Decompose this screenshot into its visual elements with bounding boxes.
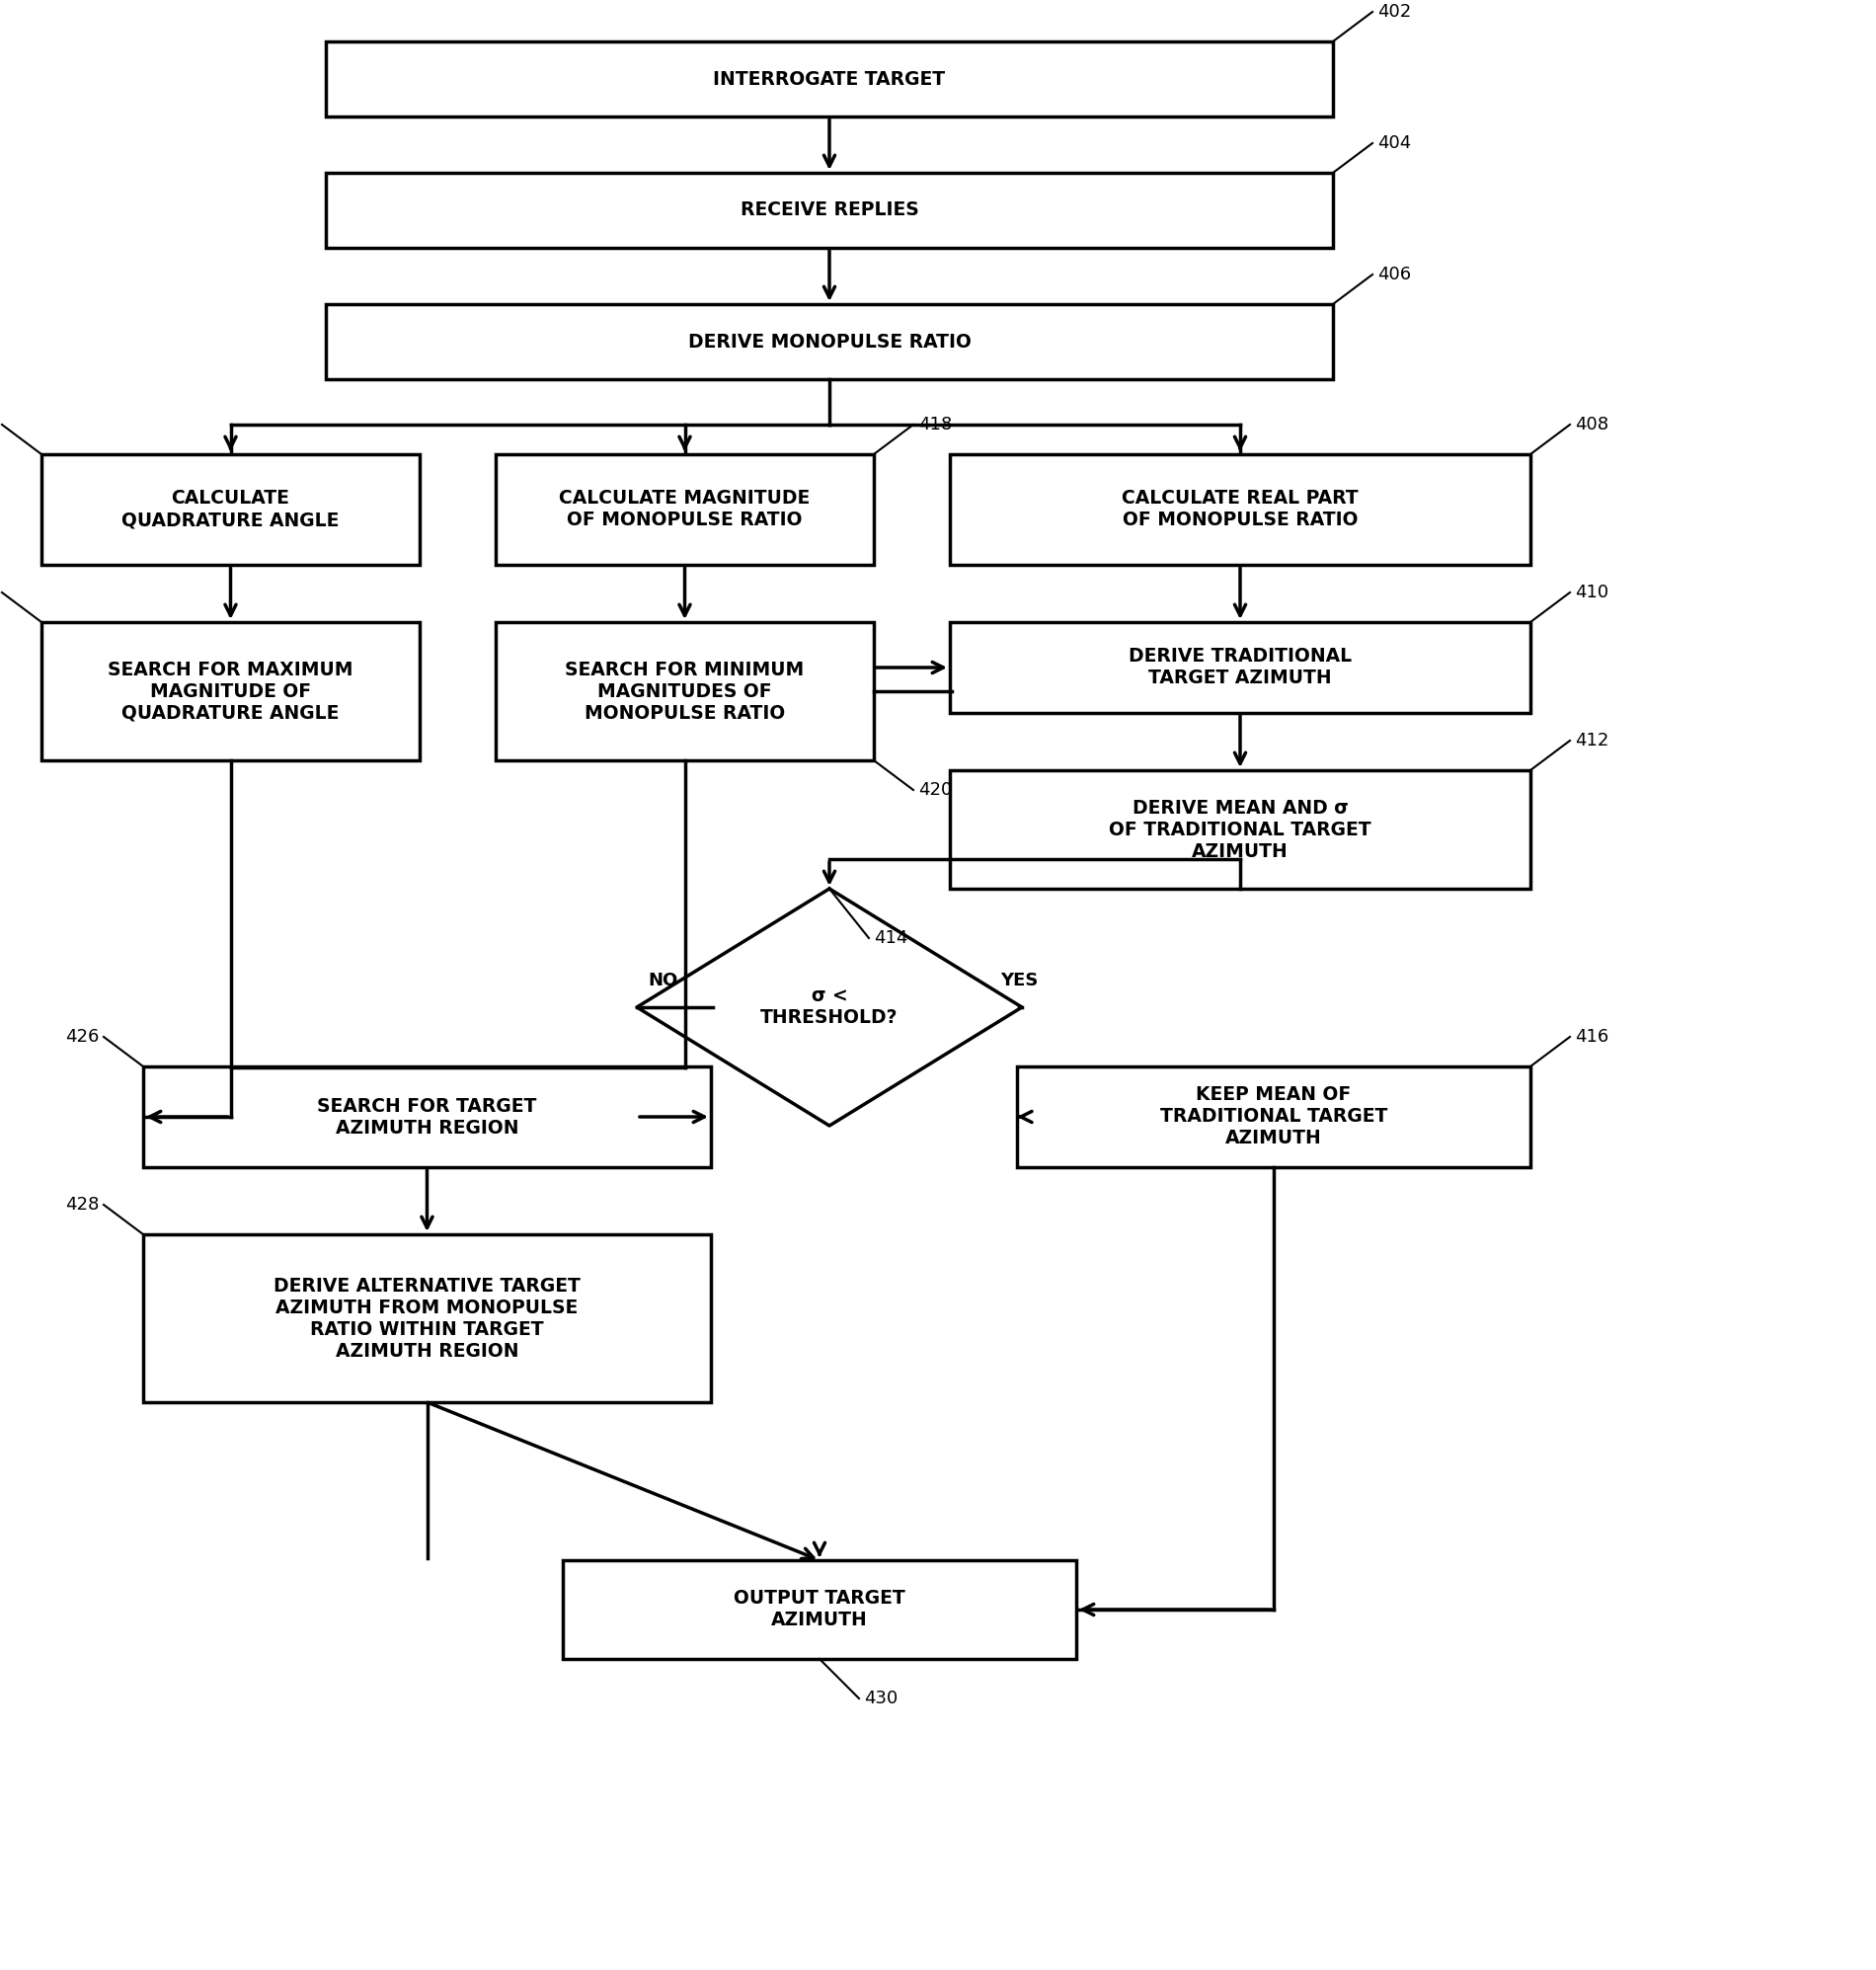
Text: 416: 416 [1574,1028,1608,1046]
Text: CALCULATE REAL PART
OF MONOPULSE RATIO: CALCULATE REAL PART OF MONOPULSE RATIO [1122,489,1358,530]
Text: INTERROGATE TARGET: INTERROGATE TARGET [713,69,946,89]
Text: SEARCH FOR MINIMUM
MAGNITUDES OF
MONOPULSE RATIO: SEARCH FOR MINIMUM MAGNITUDES OF MONOPUL… [565,660,805,723]
Text: DERIVE ALTERNATIVE TARGET
AZIMUTH FROM MONOPULSE
RATIO WITHIN TARGET
AZIMUTH REG: DERIVE ALTERNATIVE TARGET AZIMUTH FROM M… [274,1277,580,1359]
Text: 408: 408 [1574,416,1608,433]
Text: 430: 430 [865,1690,899,1708]
Text: σ <
THRESHOLD?: σ < THRESHOLD? [760,987,899,1028]
Bar [143,1235,711,1403]
Text: DERIVE TRADITIONAL
TARGET AZIMUTH: DERIVE TRADITIONAL TARGET AZIMUTH [1129,648,1353,688]
Text: 420: 420 [917,780,951,800]
Text: SEARCH FOR MAXIMUM
MAGNITUDE OF
QUADRATURE ANGLE: SEARCH FOR MAXIMUM MAGNITUDE OF QUADRATU… [107,660,353,723]
Bar [326,303,1334,378]
Bar [1017,1066,1531,1166]
Text: 410: 410 [1574,583,1608,601]
Bar [949,455,1531,565]
Text: 428: 428 [66,1196,99,1214]
Text: 418: 418 [917,416,951,433]
Text: 426: 426 [66,1028,99,1046]
Text: DERIVE MONOPULSE RATIO: DERIVE MONOPULSE RATIO [688,333,972,351]
Bar [326,173,1334,248]
Bar [949,770,1531,888]
Bar [563,1560,1077,1659]
Bar [41,455,420,565]
Text: RECEIVE REPLIES: RECEIVE REPLIES [741,201,919,221]
Text: 404: 404 [1377,134,1411,152]
Bar [495,623,874,760]
Text: OUTPUT TARGET
AZIMUTH: OUTPUT TARGET AZIMUTH [734,1590,906,1629]
Bar [143,1066,711,1166]
Bar [949,623,1531,713]
Text: DERIVE MEAN AND σ
OF TRADITIONAL TARGET
AZIMUTH: DERIVE MEAN AND σ OF TRADITIONAL TARGET … [1109,798,1371,861]
Bar [41,623,420,760]
Text: YES: YES [1000,971,1039,989]
Bar [495,455,874,565]
Text: SEARCH FOR TARGET
AZIMUTH REGION: SEARCH FOR TARGET AZIMUTH REGION [317,1097,537,1137]
Text: 414: 414 [874,930,908,948]
Text: 402: 402 [1377,4,1411,22]
Text: 406: 406 [1377,266,1411,284]
Text: NO: NO [647,971,677,989]
Polygon shape [636,888,1022,1125]
Text: 412: 412 [1574,731,1610,749]
Text: CALCULATE MAGNITUDE
OF MONOPULSE RATIO: CALCULATE MAGNITUDE OF MONOPULSE RATIO [559,489,810,530]
Bar [326,41,1334,116]
Text: KEEP MEAN OF
TRADITIONAL TARGET
AZIMUTH: KEEP MEAN OF TRADITIONAL TARGET AZIMUTH [1159,1085,1388,1149]
Text: CALCULATE
QUADRATURE ANGLE: CALCULATE QUADRATURE ANGLE [122,489,340,530]
